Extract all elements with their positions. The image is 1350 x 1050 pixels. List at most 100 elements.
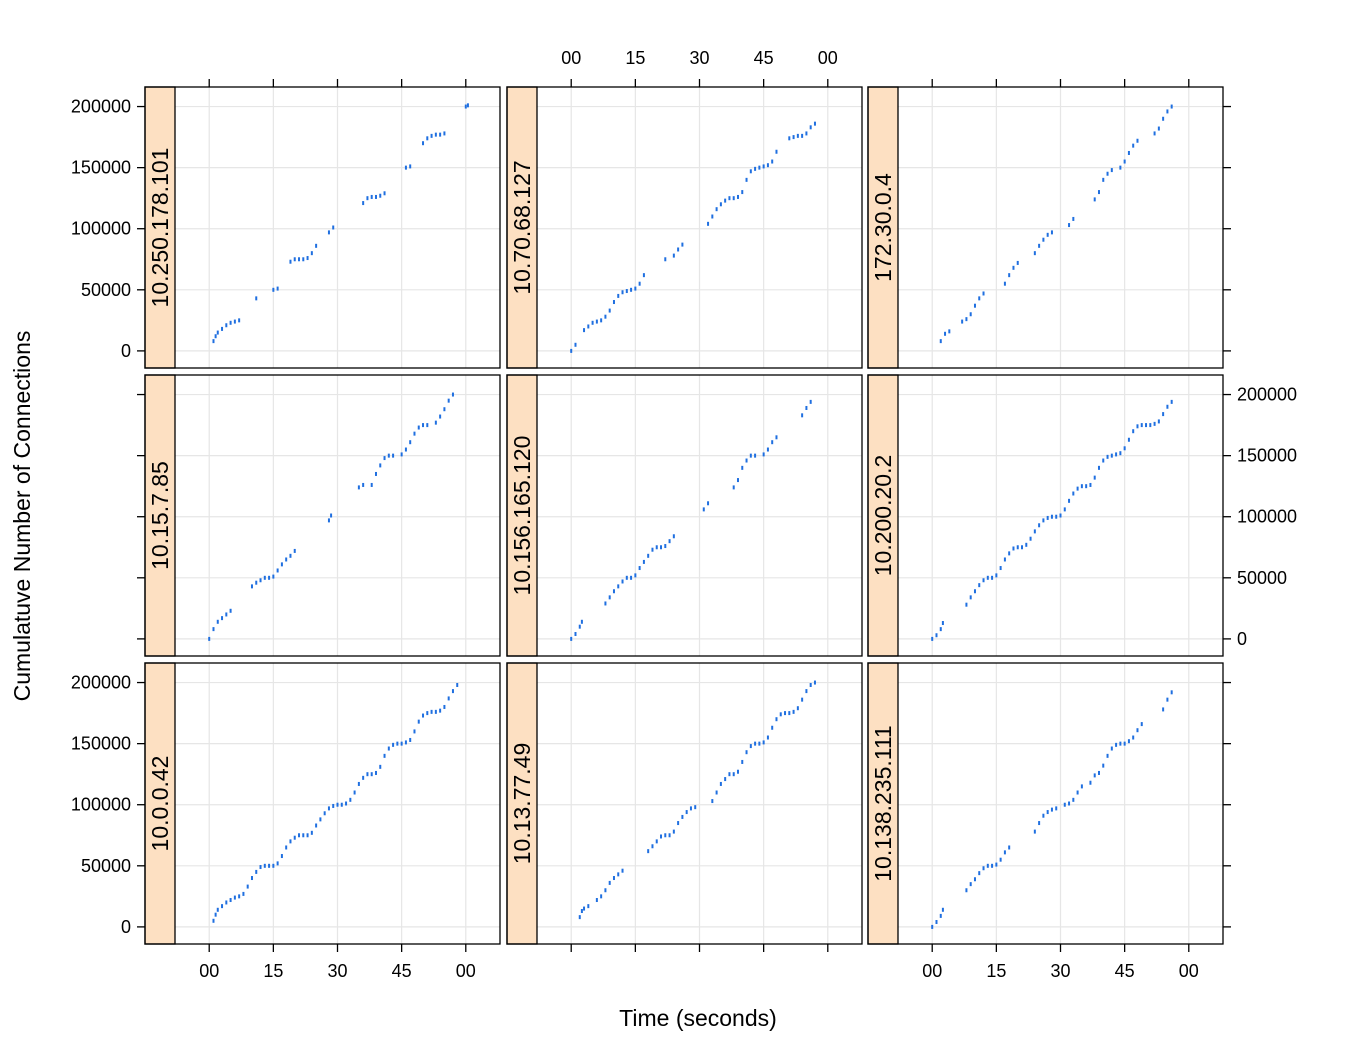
data-point: [250, 876, 253, 881]
data-point: [745, 750, 748, 755]
data-point: [451, 689, 454, 694]
data-point: [268, 575, 271, 580]
data-point: [1153, 421, 1156, 426]
data-point: [362, 201, 365, 206]
x-tick-label-top: 00: [818, 48, 838, 68]
data-point: [1119, 165, 1122, 170]
data-point: [991, 863, 994, 868]
x-tick-label-top: 00: [561, 48, 581, 68]
data-point: [655, 839, 658, 844]
panel-6: 10.250.178.101 0 50000 100000 150000 200000: [71, 79, 501, 369]
data-point: [642, 559, 645, 564]
panel-2: 10.138.235.111 00 15 30 45 00: [867, 662, 1231, 981]
data-point: [246, 884, 249, 889]
data-point: [672, 829, 675, 834]
data-point: [724, 198, 727, 203]
panel-points: [208, 392, 454, 641]
data-point: [792, 709, 795, 714]
data-point: [272, 287, 275, 292]
data-point: [1140, 722, 1143, 727]
data-point: [293, 257, 296, 262]
data-point: [396, 741, 399, 746]
data-point: [1127, 739, 1130, 744]
data-point: [1110, 168, 1113, 173]
data-point: [1008, 551, 1011, 556]
data-point: [1106, 171, 1109, 176]
data-point: [225, 900, 228, 905]
x-tick-label: 15: [263, 961, 283, 981]
strip-label: 172.30.0.4: [870, 173, 896, 282]
data-point: [276, 568, 279, 573]
panel-border: [867, 662, 1224, 945]
data-point: [999, 857, 1002, 862]
data-point: [719, 202, 722, 207]
data-point: [285, 557, 288, 562]
data-point: [1106, 454, 1109, 459]
data-point: [1033, 251, 1036, 256]
data-point: [749, 169, 752, 174]
data-point: [574, 632, 577, 637]
data-point: [263, 863, 266, 868]
data-point: [332, 225, 335, 230]
data-point: [758, 165, 761, 170]
data-point: [447, 398, 450, 403]
strip-background: [506, 86, 538, 369]
data-point: [788, 136, 791, 141]
data-point: [1059, 513, 1062, 518]
panel-border: [144, 374, 501, 657]
data-point: [422, 423, 425, 428]
data-point: [1025, 542, 1028, 547]
data-point: [1080, 484, 1083, 489]
data-point: [1046, 232, 1049, 237]
data-point: [443, 407, 446, 412]
data-point: [651, 547, 654, 552]
data-point: [383, 456, 386, 461]
data-point: [1170, 399, 1173, 404]
data-point: [805, 131, 808, 136]
panel-grid: [175, 87, 500, 368]
data-point: [617, 293, 620, 298]
data-point: [370, 482, 373, 487]
x-axis-title: Time (seconds): [619, 1005, 777, 1031]
data-point: [426, 136, 429, 141]
data-point: [456, 682, 459, 687]
data-point: [327, 806, 330, 811]
y-tick-label-left: 150000: [71, 158, 131, 178]
data-point: [1050, 514, 1053, 519]
panel-border: [506, 86, 863, 369]
data-point: [379, 193, 382, 198]
data-point: [1016, 260, 1019, 265]
data-point: [1038, 821, 1041, 826]
data-point: [724, 777, 727, 782]
panel-border: [506, 374, 863, 657]
data-point: [982, 291, 985, 296]
data-point: [413, 729, 416, 734]
y-tick-label-left: 200000: [71, 673, 131, 693]
data-point: [293, 835, 296, 840]
data-point: [580, 909, 583, 914]
x-tick-label: 00: [199, 961, 219, 981]
data-point: [784, 711, 787, 716]
data-point: [978, 583, 981, 588]
data-point: [1115, 452, 1118, 457]
data-point: [982, 866, 985, 871]
data-point: [634, 286, 637, 291]
data-point: [451, 392, 454, 397]
data-point: [280, 562, 283, 567]
data-point: [1166, 109, 1169, 114]
data-point: [612, 876, 615, 881]
data-point: [965, 888, 968, 893]
data-point: [214, 912, 217, 917]
data-point: [1029, 536, 1032, 541]
panel-points: [570, 121, 816, 353]
data-point: [263, 575, 266, 580]
data-point: [809, 125, 812, 130]
panel-grid: [537, 87, 862, 368]
data-point: [660, 834, 663, 839]
data-point: [1016, 545, 1019, 550]
data-point: [672, 253, 675, 258]
data-point: [447, 696, 450, 701]
data-point: [374, 770, 377, 775]
data-point: [1110, 746, 1113, 751]
